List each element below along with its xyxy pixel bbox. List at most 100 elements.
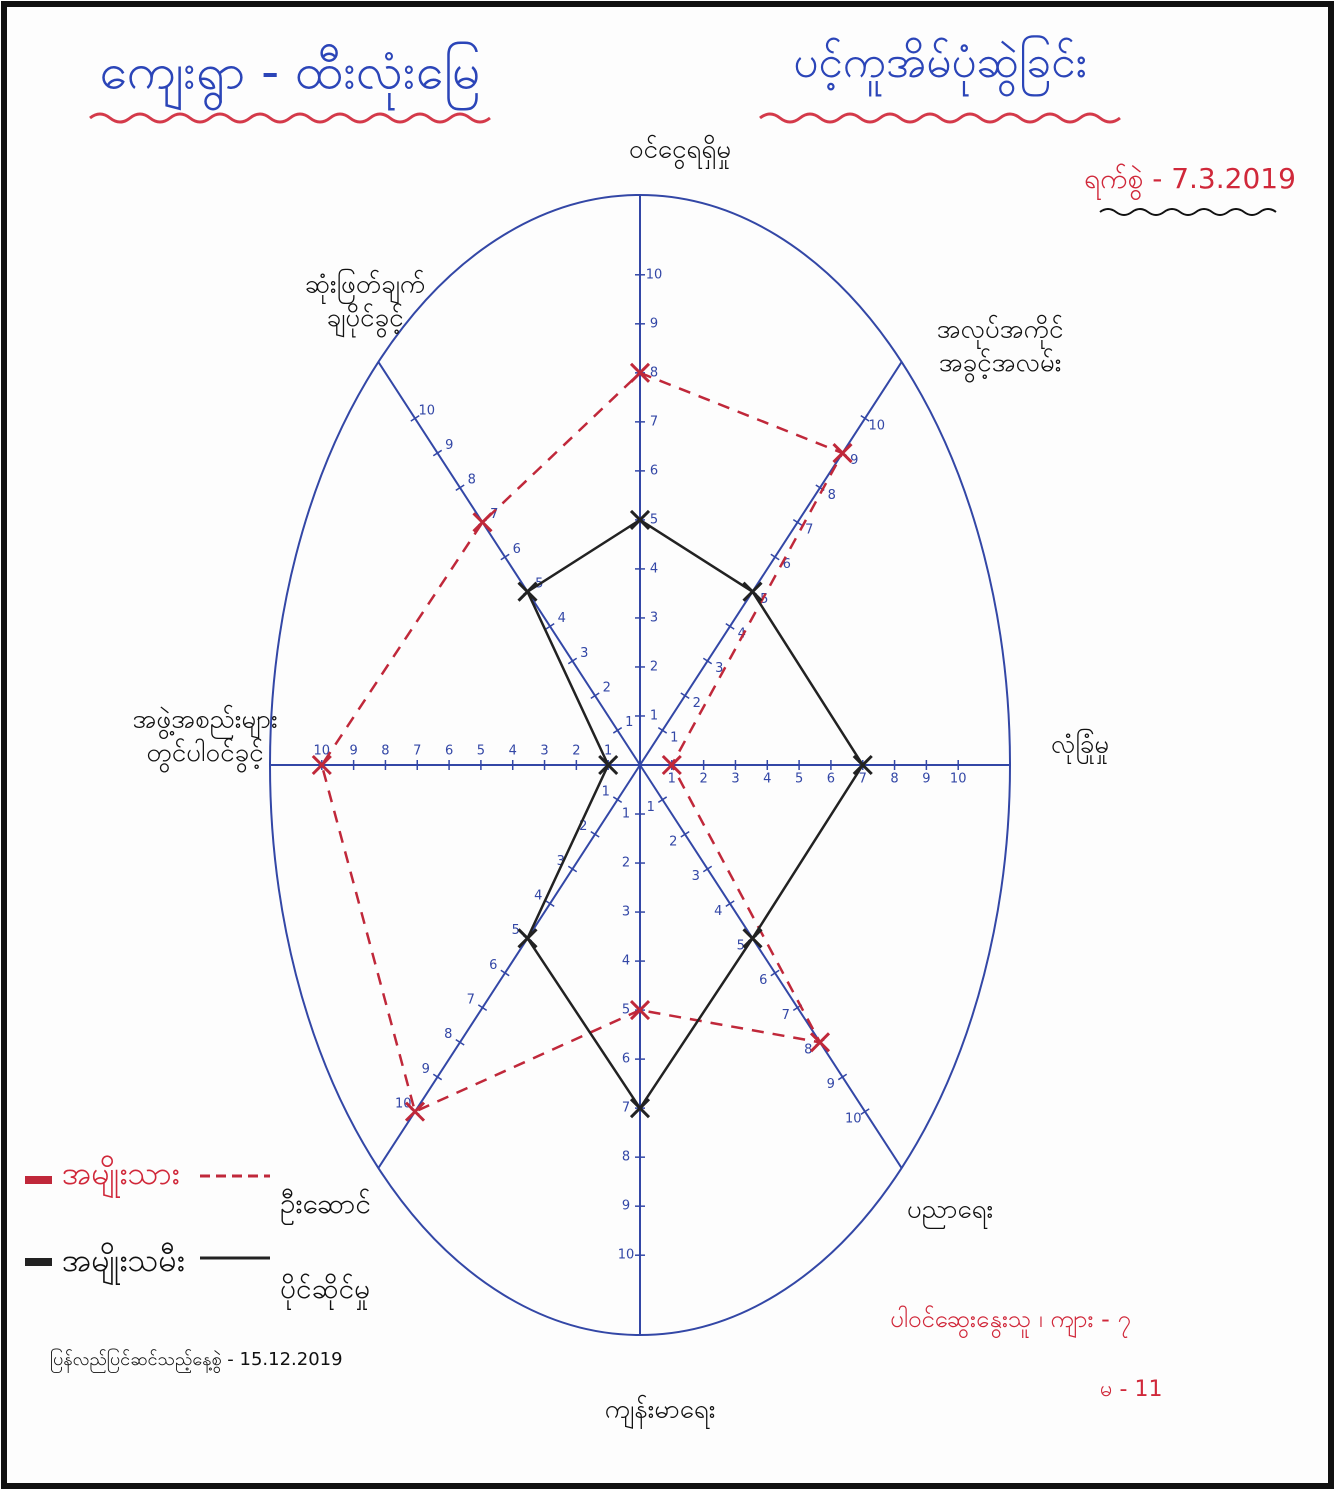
tick-label: 8	[804, 1042, 812, 1057]
tick-label: 6	[783, 557, 791, 572]
tick-label: 3	[731, 772, 739, 787]
tick-label: 7	[859, 772, 867, 787]
tick-label: 7	[622, 1101, 630, 1116]
tick-mark	[702, 865, 713, 873]
tick-label: 1	[670, 730, 678, 745]
tick-mark	[860, 415, 870, 422]
tick-label: 3	[715, 661, 723, 676]
tick-label: 6	[622, 1052, 630, 1067]
tick-label: 6	[827, 772, 835, 787]
tick-label: 3	[557, 854, 565, 869]
tick-label: 6	[650, 463, 658, 478]
tick-label: 8	[622, 1150, 630, 1165]
vertex-cross	[311, 754, 332, 776]
tick-label: 9	[650, 316, 658, 331]
tick-label: 9	[622, 1199, 630, 1214]
axis-line	[639, 764, 903, 1169]
tick-label: 8	[890, 772, 898, 787]
tick-label: 7	[650, 414, 658, 429]
tick-label: 1	[604, 744, 612, 759]
tick-label: 4	[650, 561, 658, 576]
tick-mark	[680, 830, 690, 838]
tick-mark	[567, 865, 578, 873]
date: ရက်စွဲ - 7.3.2019	[1084, 161, 1296, 201]
vertex-cross	[472, 512, 493, 533]
vertex-cross	[517, 581, 538, 602]
tick-mark	[567, 657, 578, 665]
axis-label: ကျန်းမာရေး	[605, 1394, 716, 1430]
vertex-cross	[629, 1098, 651, 1119]
axis-label: အဖွဲ့အစည်းများတွင်ပါဝင်ခွင့်	[132, 703, 277, 773]
tick-label: 7	[467, 993, 475, 1008]
tick-mark	[590, 830, 600, 838]
tick-mark	[455, 484, 465, 492]
date-underline	[1099, 208, 1277, 216]
tick-mark	[500, 553, 510, 561]
tick-mark	[477, 1004, 488, 1011]
tick-label: 10	[418, 403, 435, 418]
tick-label: 4	[714, 904, 722, 919]
tick-label: 6	[513, 542, 521, 557]
tick-label: 1	[650, 708, 658, 723]
tick-label: 10	[618, 1248, 635, 1263]
vertex-cross	[629, 362, 651, 383]
tick-label: 4	[622, 954, 630, 969]
tick-label: 1	[625, 715, 633, 730]
tick-label: 8	[650, 365, 658, 380]
vertex-cross	[832, 442, 853, 464]
tick-mark	[860, 1108, 870, 1115]
tick-mark	[545, 622, 555, 630]
tick-label: 2	[650, 659, 658, 674]
tick-label: 10	[314, 744, 331, 759]
tick-label: 7	[805, 522, 813, 537]
tick-label: 7	[490, 507, 498, 522]
tick-label: 1	[622, 807, 630, 822]
tick-label: 3	[650, 610, 658, 625]
vertex-cross	[742, 581, 763, 602]
tick-mark	[612, 796, 623, 804]
tick-label: 3	[580, 646, 588, 661]
chart-subtitle: ပင့်ကူအိမ်ပုံဆွဲခြင်း	[793, 35, 1086, 97]
vertex-cross	[598, 754, 619, 776]
tick-label: 2	[669, 834, 677, 849]
tick-label: 4	[738, 626, 746, 641]
tick-label: 7	[782, 1008, 790, 1023]
tick-mark	[500, 969, 510, 977]
tick-mark	[545, 900, 555, 908]
legend-note: ဦးဆောင်	[280, 1186, 371, 1226]
tick-label: 6	[445, 744, 453, 759]
tick-mark	[590, 692, 600, 700]
vertex-cross	[742, 928, 763, 949]
tick-mark	[770, 969, 780, 977]
tick-label: 5	[622, 1003, 630, 1018]
tick-label: 2	[699, 772, 707, 787]
tick-label: 10	[646, 267, 663, 282]
vertex-cross	[404, 1101, 426, 1122]
tick-label: 2	[579, 819, 587, 834]
tick-label: 3	[540, 744, 548, 759]
tick-label: 10	[950, 772, 967, 787]
tick-label: 5	[737, 938, 745, 953]
tick-label: 6	[489, 958, 497, 973]
vertex-cross	[629, 1000, 651, 1021]
tick-label: 8	[444, 1027, 452, 1042]
tick-label: 3	[622, 905, 630, 920]
tick-label: 1	[647, 800, 655, 815]
tick-label: 8	[828, 488, 836, 503]
tick-mark	[680, 692, 690, 700]
tick-label: 8	[381, 744, 389, 759]
vertex-cross	[629, 509, 651, 530]
tick-mark	[455, 1038, 465, 1046]
tick-label: 9	[827, 1077, 835, 1092]
revised-date: ပြန်လည်ပြင်ဆင်သည့်နေ့စွဲ - 15.12.2019	[50, 1348, 343, 1373]
title-underline	[89, 112, 491, 124]
tick-label: 4	[509, 744, 517, 759]
tick-label: 2	[572, 744, 580, 759]
tick-label: 4	[763, 772, 771, 787]
legend-label: အမျိုးသား	[62, 1154, 180, 1198]
tick-mark	[432, 449, 443, 457]
axis-label: ပညာရေး	[907, 1195, 993, 1230]
participants: မ - 11	[1100, 1377, 1163, 1402]
